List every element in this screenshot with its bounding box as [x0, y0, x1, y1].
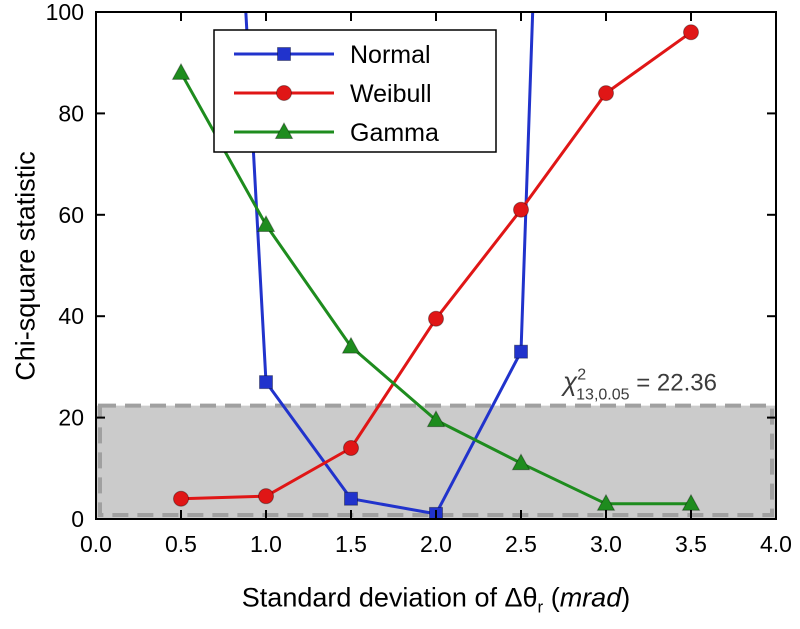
x-tick-label: 1.0	[250, 531, 282, 557]
y-tick-label: 100	[46, 0, 84, 25]
legend-item-normal: Normal	[234, 41, 431, 69]
x-tick-label: 3.0	[590, 531, 622, 557]
x-tick-label: 1.5	[335, 531, 367, 557]
x-title-prefix: Standard deviation of Δθ	[241, 582, 538, 613]
threshold-dashed-line	[98, 403, 774, 517]
threshold-annotation: χ2 13,0.05 = 22.36	[561, 367, 717, 404]
y-tick-label: 0	[71, 506, 84, 532]
axis-ticks: 0.0 0.5 1.0 1.5 2.0 2.5 3.0 3.5 4.0 0 20 40 60 80 100	[46, 0, 792, 557]
series-weibull	[173, 24, 699, 507]
legend: Normal Weibull Gamma	[213, 29, 497, 153]
legend-item-weibull: Weibull	[234, 80, 432, 108]
legend-item-gamma: Gamma	[234, 119, 439, 147]
x-axis-title: Standard deviation of Δθr (mrad)	[242, 582, 630, 617]
x-tick-label: 0.5	[165, 531, 197, 557]
legend-label: Weibull	[350, 80, 432, 108]
x-tick-label: 2.5	[505, 531, 537, 557]
legend-label: Gamma	[350, 119, 439, 147]
legend-label: Normal	[350, 41, 431, 69]
x-tick-label: 2.0	[420, 531, 452, 557]
y-tick-label: 60	[58, 202, 84, 228]
x-title-suffix: )	[621, 582, 631, 613]
y-tick-label: 40	[58, 303, 84, 329]
x-tick-label: 3.5	[675, 531, 707, 557]
y-tick-label: 20	[58, 405, 84, 431]
x-tick-label: 4.0	[760, 531, 792, 557]
y-tick-label: 80	[58, 100, 84, 126]
y-axis-title: Chi-square statistic	[10, 151, 41, 381]
series-gamma	[171, 62, 701, 511]
x-title-subscript: r	[537, 597, 544, 617]
x-tick-label: 0.0	[80, 531, 112, 557]
x-title-mid: (	[543, 582, 560, 613]
x-title-unit: mrad	[559, 582, 622, 613]
